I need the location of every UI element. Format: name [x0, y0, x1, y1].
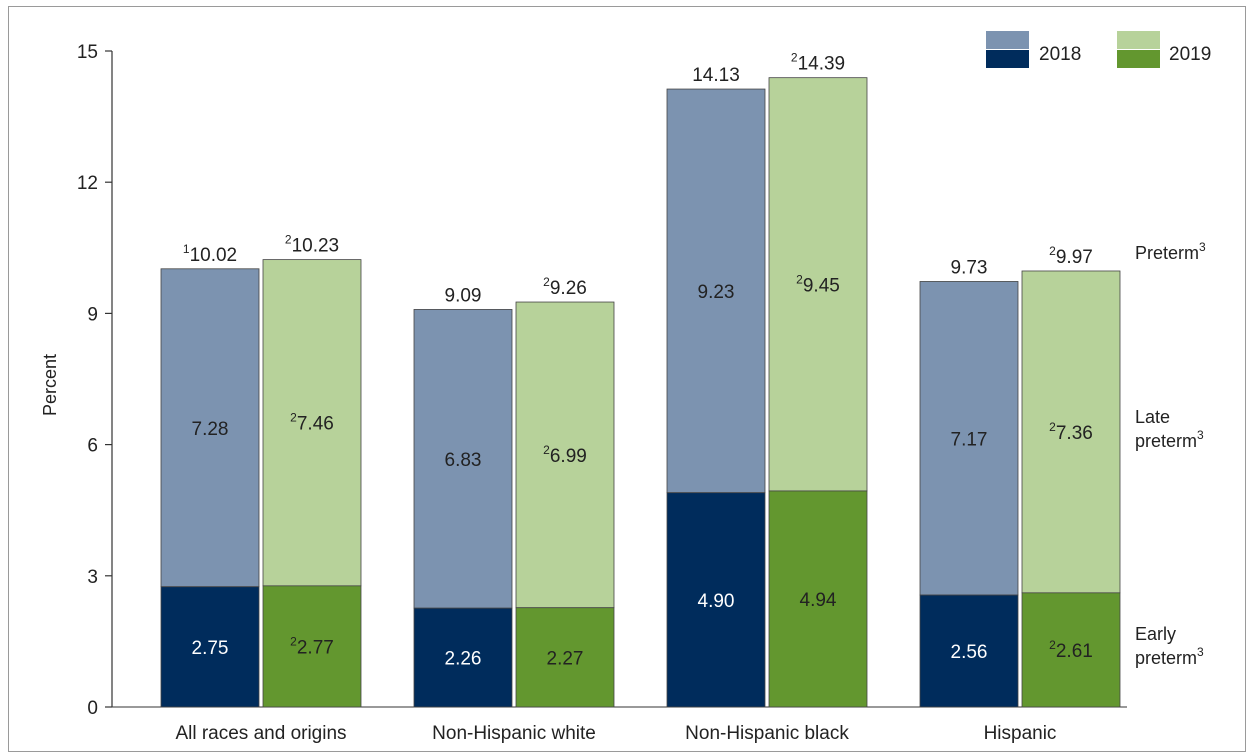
category-label: Non-Hispanic white	[432, 723, 596, 744]
bar-late-preterm-2018	[919, 281, 1019, 596]
category-label: Hispanic	[984, 723, 1057, 744]
total-label: 9.73	[951, 257, 988, 278]
total-label: 14.13	[692, 65, 740, 86]
bar-early-preterm-2018	[666, 492, 766, 708]
legend-swatch-2019-early	[1117, 50, 1160, 68]
late-label: 7.17	[951, 429, 988, 450]
total-label: 29.26	[543, 275, 587, 299]
early-label: 4.94	[800, 590, 837, 611]
early-label: 22.77	[290, 634, 334, 658]
category-label: Non-Hispanic black	[685, 723, 849, 744]
bar-early-preterm-2018	[919, 594, 1019, 708]
total-label: 110.02	[183, 242, 237, 266]
category-label: All races and origins	[175, 723, 346, 744]
late-label: 7.28	[192, 419, 229, 440]
early-label: 4.90	[698, 591, 735, 612]
bar-early-preterm-2018	[160, 586, 260, 708]
bar-early-preterm-2019	[768, 490, 868, 708]
y-tick-label: 9	[87, 304, 98, 325]
total-label: 9.09	[445, 285, 482, 306]
side-label-early-line1: Early	[1135, 624, 1176, 644]
early-label: 2.75	[192, 638, 229, 659]
y-axis-label: Percent	[40, 354, 60, 416]
late-label: 6.83	[445, 450, 482, 471]
bar-early-preterm-2019	[262, 585, 362, 708]
bar-early-preterm-2019	[515, 607, 615, 708]
legend-swatch-2018-late	[986, 31, 1029, 49]
side-label-preterm: Preterm3	[1135, 240, 1206, 263]
side-label-late-line2: preterm3	[1135, 428, 1204, 451]
bar-late-preterm-2019	[1021, 270, 1121, 594]
y-tick-label: 0	[87, 698, 98, 719]
bar-late-preterm-2019	[515, 301, 615, 609]
total-label: 210.23	[285, 233, 339, 257]
late-label: 29.45	[796, 272, 840, 296]
legend-swatch-2018-early	[986, 50, 1029, 68]
early-label: 2.26	[445, 649, 482, 670]
bar-late-preterm-2019	[768, 77, 868, 492]
total-label: 29.97	[1049, 244, 1093, 268]
y-tick-label: 3	[87, 567, 98, 588]
bar-late-preterm-2018	[160, 268, 260, 588]
y-tick-label: 15	[77, 42, 98, 63]
y-tick-label: 12	[77, 173, 98, 194]
side-label-early-line2: preterm3	[1135, 645, 1204, 668]
late-label: 26.99	[543, 443, 587, 467]
early-label: 2.56	[951, 642, 988, 663]
y-tick-label: 6	[87, 436, 98, 457]
chart-frame: 0 3 6 9 12 15 Percent 110.02 7.28 2.75 210.23 27.46…	[8, 6, 1246, 752]
bar-late-preterm-2019	[262, 259, 362, 587]
bar-early-preterm-2019	[1021, 592, 1121, 708]
bar-late-preterm-2018	[413, 309, 513, 609]
late-label: 27.36	[1049, 420, 1093, 444]
legend-label-2018: 2018	[1039, 44, 1081, 65]
side-label-late-line1: Late	[1135, 407, 1170, 427]
legend-label-2019: 2019	[1169, 44, 1211, 65]
total-label: 214.39	[791, 51, 845, 75]
early-label: 22.61	[1049, 638, 1093, 662]
early-label: 2.27	[547, 648, 584, 669]
legend-swatch-2019-late	[1117, 31, 1160, 49]
bar-early-preterm-2018	[413, 607, 513, 708]
late-label: 9.23	[698, 282, 735, 303]
stacked-bar-chart: 0 3 6 9 12 15 Percent 110.02 7.28 2.75 210.23 27.46…	[40, 31, 1211, 744]
late-label: 27.46	[290, 411, 334, 435]
